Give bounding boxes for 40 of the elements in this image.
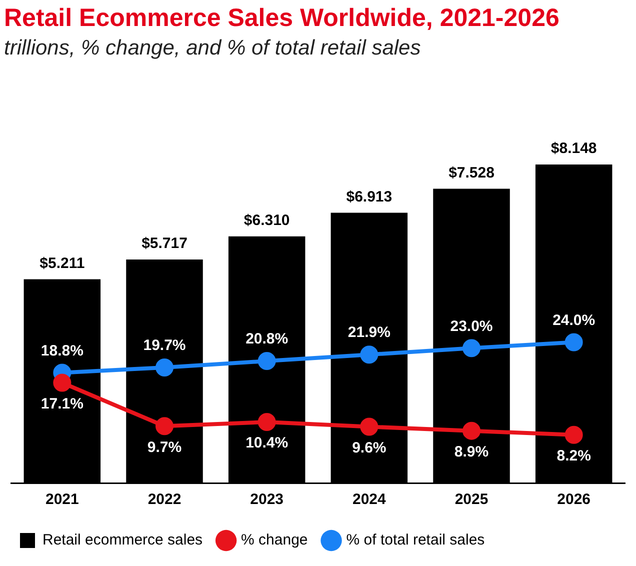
data-label: 8.9% [454,443,489,460]
chart-subtitle: trillions, % change, and % of total retail sales [4,36,422,60]
data-label: 9.6% [352,439,386,456]
data-label: 18.8% [40,342,84,360]
point [564,333,583,352]
x-tick-label: 2024 [352,491,387,508]
legend-label: % change [241,532,308,549]
data-label: 9.7% [147,438,182,456]
data-label: $5.717 [142,235,188,252]
legend-label: Retail ecommerce sales [42,532,203,549]
data-label: 17.1% [40,395,84,412]
data-label: 23.0% [450,318,493,335]
data-label: $7.528 [448,164,494,182]
point [258,352,276,370]
point [156,358,174,376]
data-label: 24.0% [552,312,596,329]
data-label: 20.8% [246,330,288,348]
point [564,426,583,444]
point [156,417,174,436]
data-label: $6.913 [346,188,392,206]
data-label: 19.7% [143,337,186,354]
data-label: $8.148 [550,140,597,158]
chart-title: Retail Ecommerce Sales Worldwide, 2021-2026 [4,4,560,32]
x-tick-label: 2026 [557,491,591,508]
point [462,422,480,440]
point [360,346,378,364]
point [53,374,72,392]
point [462,339,480,358]
x-tick-label: 2021 [45,491,79,508]
data-label: $6.310 [244,212,290,229]
point [360,418,378,436]
data-label: 10.4% [246,434,288,452]
legend-label: % of total retail sales [346,532,485,549]
point [258,413,276,432]
data-label: 8.2% [556,448,591,465]
x-tick-label: 2022 [148,491,182,508]
data-label: 21.9% [348,324,390,342]
data-label: $5.211 [40,254,85,272]
x-tick-label: 2023 [250,491,284,508]
x-tick-label: 2025 [454,491,488,508]
